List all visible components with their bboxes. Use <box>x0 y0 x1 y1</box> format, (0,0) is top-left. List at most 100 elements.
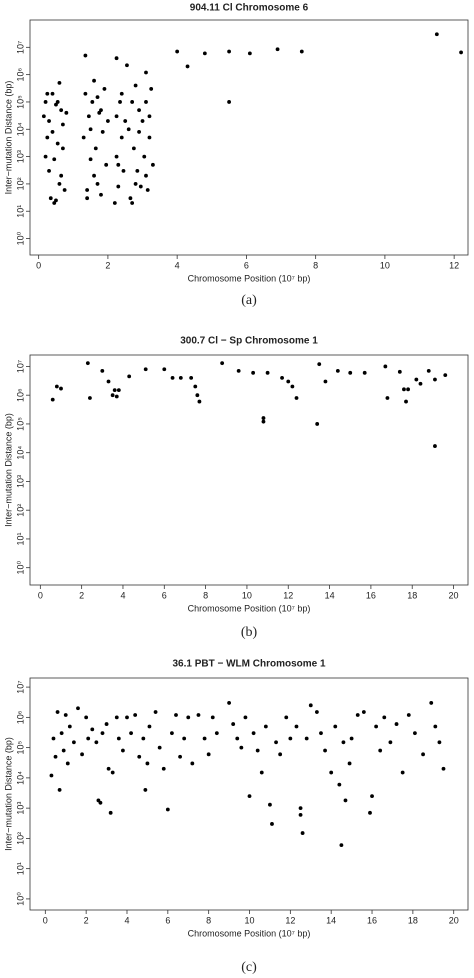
x-tick-label: 10 <box>245 915 255 925</box>
data-point <box>60 122 65 127</box>
data-point <box>48 196 53 201</box>
data-point <box>165 807 170 812</box>
data-point <box>406 387 410 392</box>
data-point <box>270 822 274 826</box>
data-point <box>76 706 80 711</box>
data-point <box>133 182 138 186</box>
data-point <box>59 173 64 178</box>
data-point <box>110 393 115 398</box>
data-point <box>51 736 56 741</box>
data-point <box>88 127 93 132</box>
data-point <box>394 722 399 726</box>
data-point <box>118 100 122 104</box>
data-point <box>294 396 299 400</box>
data-point <box>61 748 66 753</box>
y-axis-label: Inter−mutation Distance (bp) <box>3 413 13 527</box>
data-point <box>433 377 437 382</box>
data-point <box>251 731 256 736</box>
data-point <box>81 135 86 140</box>
data-point <box>90 727 95 732</box>
data-point <box>112 201 117 205</box>
data-point <box>278 752 283 757</box>
data-point <box>145 188 150 192</box>
data-point <box>335 368 340 373</box>
data-point <box>418 381 423 386</box>
x-tick-label: 4 <box>175 260 180 270</box>
data-point <box>86 114 91 119</box>
data-point <box>429 701 434 705</box>
x-axis-label: Chromosome Position (10⁷ bp) <box>188 273 311 283</box>
data-point <box>145 761 150 766</box>
data-point <box>130 100 135 104</box>
data-point <box>220 361 225 366</box>
data-point <box>104 722 109 726</box>
data-point <box>133 713 138 717</box>
data-point <box>121 748 125 753</box>
data-point <box>441 766 446 771</box>
data-point <box>153 710 158 714</box>
x-tick-label: 6 <box>244 260 249 270</box>
data-point <box>144 100 148 104</box>
y-tick-label: 10³ <box>15 150 25 163</box>
x-tick-label: 12 <box>285 915 295 925</box>
data-point <box>298 812 303 817</box>
y-tick-label: 10⁶ <box>15 710 25 724</box>
x-tick-label: 8 <box>203 590 208 600</box>
data-point <box>355 713 360 717</box>
data-point <box>88 396 92 400</box>
data-point <box>52 157 57 162</box>
data-point <box>99 192 103 197</box>
data-point <box>388 740 393 745</box>
data-point <box>268 802 272 807</box>
data-point <box>185 64 190 69</box>
data-point <box>385 396 390 400</box>
data-point <box>275 47 280 52</box>
data-point <box>106 766 111 771</box>
data-point <box>433 444 437 448</box>
data-point <box>60 146 65 151</box>
caption: (c) <box>241 960 257 975</box>
data-point <box>284 715 289 720</box>
x-tick-label: 20 <box>449 590 459 600</box>
x-tick-label: 2 <box>79 590 84 600</box>
data-point <box>50 397 55 402</box>
data-point <box>182 736 187 741</box>
data-point <box>53 754 58 759</box>
data-point <box>100 130 105 134</box>
data-point <box>361 710 366 714</box>
data-point <box>378 748 383 753</box>
data-point <box>261 416 266 420</box>
data-point <box>98 800 103 805</box>
y-tick-label: 10⁵ <box>15 740 25 754</box>
data-point <box>362 370 367 375</box>
y-tick-label: 10⁴ <box>15 122 25 136</box>
data-point <box>382 715 387 720</box>
caption: (a) <box>241 293 257 308</box>
data-point <box>374 724 379 729</box>
data-point <box>157 745 162 750</box>
data-point <box>119 135 124 140</box>
data-point <box>141 736 146 741</box>
y-tick-label: 10⁶ <box>15 388 25 402</box>
data-point <box>274 740 278 745</box>
data-point <box>86 736 91 741</box>
data-point <box>347 761 352 766</box>
data-point <box>50 91 55 96</box>
data-point <box>304 736 309 741</box>
data-point <box>247 51 252 56</box>
data-point <box>337 782 342 787</box>
data-point <box>126 127 131 132</box>
chart-title: 904.11 Cl Chromosome 6 <box>190 3 309 14</box>
data-point <box>95 182 100 186</box>
data-point <box>147 724 152 729</box>
data-point <box>114 394 119 399</box>
data-point <box>102 87 107 91</box>
data-point <box>308 703 313 708</box>
data-point <box>110 770 115 775</box>
data-point <box>140 119 145 123</box>
y-axis-label: Inter−mutation Distance (bp) <box>3 737 13 851</box>
data-point <box>174 713 178 717</box>
data-point <box>206 752 211 757</box>
data-point <box>341 740 346 745</box>
